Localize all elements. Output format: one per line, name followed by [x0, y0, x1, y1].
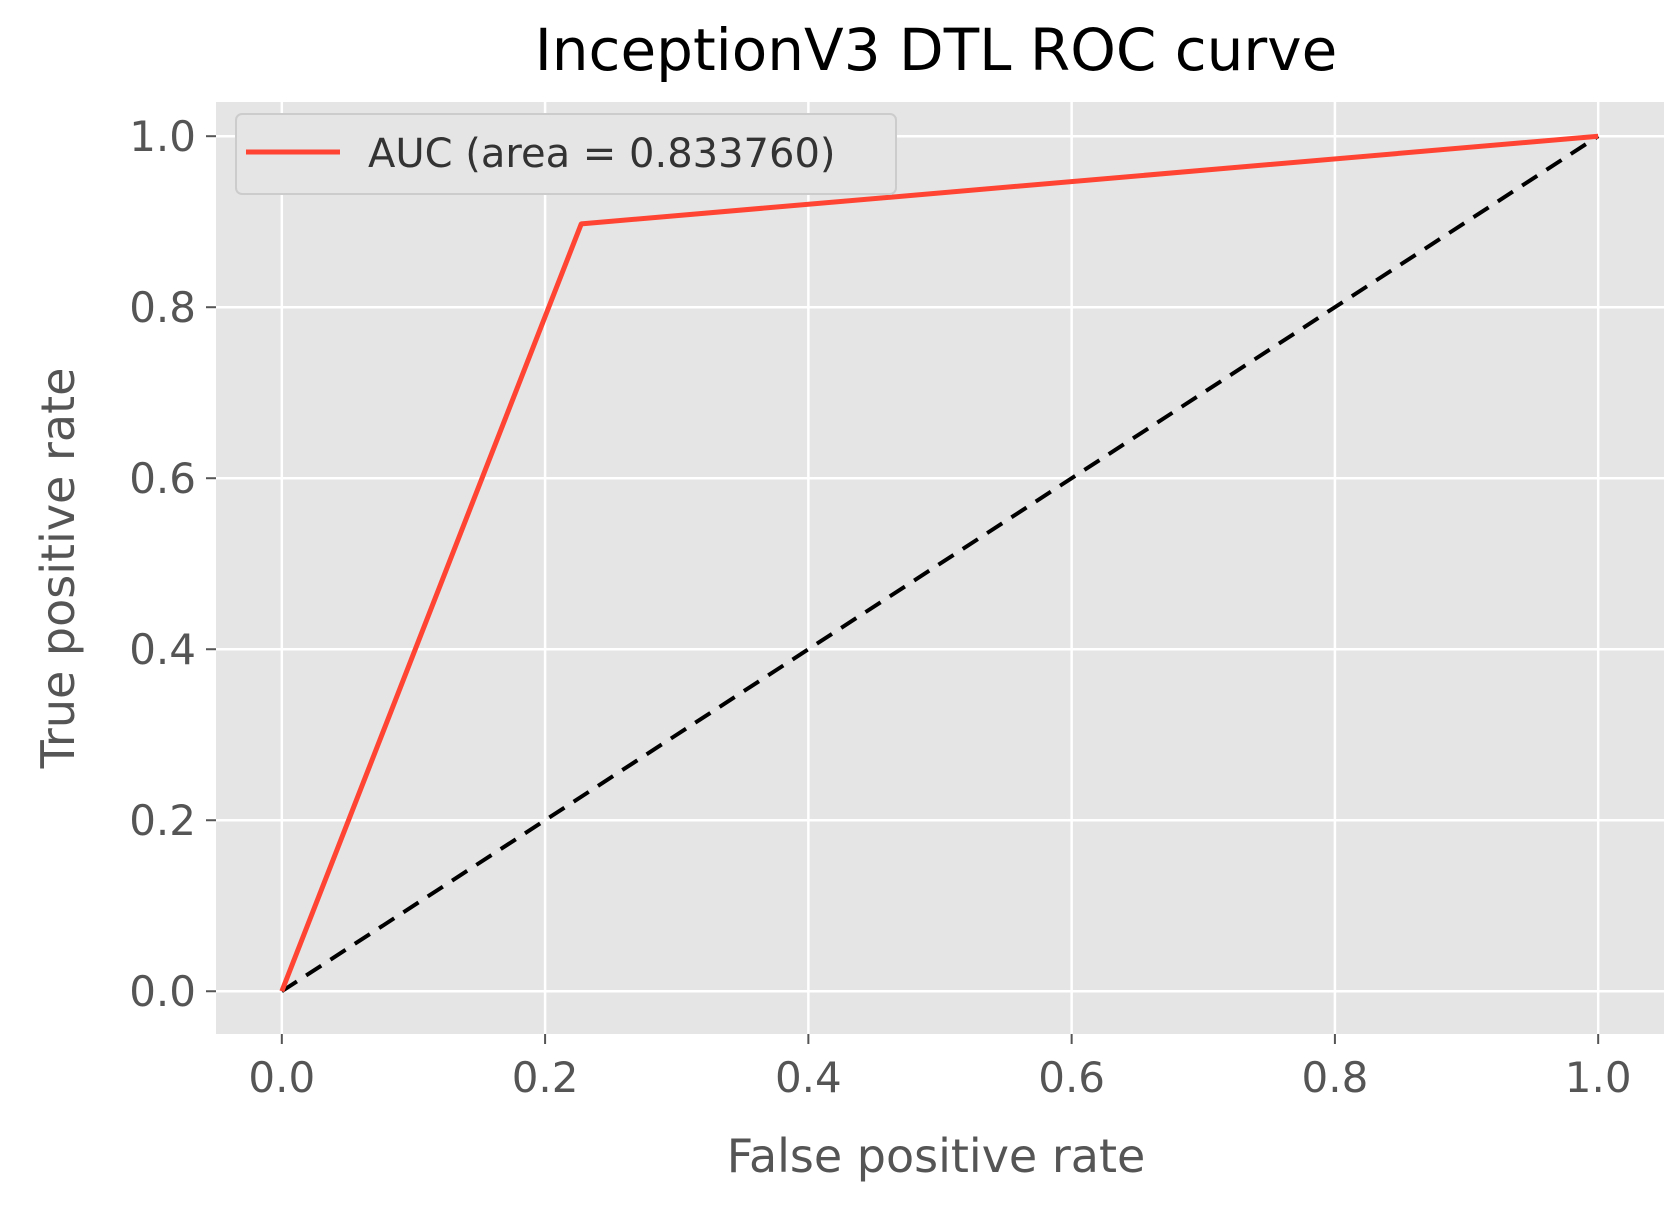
y-tick-label: 0.4 [129, 625, 196, 674]
grid-lines [216, 102, 1664, 1034]
legend-box [235, 113, 897, 195]
legend: AUC (area = 0.833760) [235, 113, 897, 195]
x-tick-label: 0.6 [1038, 1053, 1105, 1102]
chart-title: InceptionV3 DTL ROC curve [535, 16, 1338, 84]
chance-diagonal-line [280, 134, 1600, 993]
x-axis-title: False positive rate [727, 1129, 1146, 1183]
x-tick-label: 1.0 [1565, 1053, 1632, 1102]
y-tick-label: 0.2 [129, 796, 196, 845]
x-tick-label: 0.4 [775, 1053, 842, 1102]
x-tick-label: 0.8 [1302, 1053, 1369, 1102]
tick-marks: 0.0 0.2 0.4 0.6 0.8 1.0 0.0 0.2 0.4 0.6 0.8 1.0 [129, 112, 1631, 1102]
y-tick-label: 0.6 [129, 454, 196, 503]
legend-label-auc: AUC (area = 0.833760) [368, 131, 836, 177]
y-tick-label: 0.8 [129, 283, 196, 332]
series-lines [279, 133, 1600, 993]
x-tick-label: 0.2 [512, 1053, 579, 1102]
y-tick-label: 1.0 [129, 112, 196, 161]
y-tick-label: 0.0 [129, 967, 196, 1016]
x-tick-label: 0.0 [248, 1053, 315, 1102]
y-axis-title: True positive rate [31, 368, 85, 770]
roc-curve-line [279, 133, 1599, 993]
